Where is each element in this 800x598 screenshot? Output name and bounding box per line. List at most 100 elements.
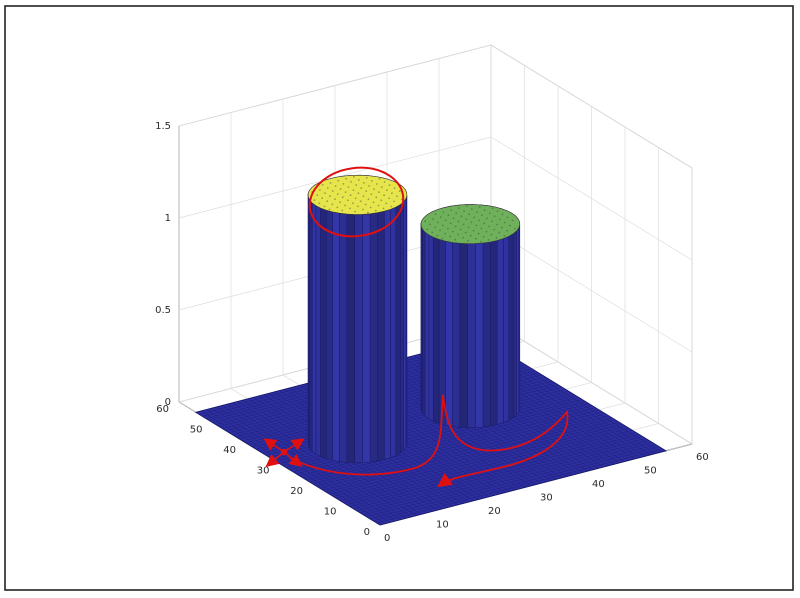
cylinder-peak-2 xyxy=(420,204,521,428)
cap-mesh-dot xyxy=(368,185,370,187)
cap-mesh-dot xyxy=(486,217,488,220)
cap-mesh-dot xyxy=(388,184,391,187)
cap-mesh-dot xyxy=(328,208,331,211)
y-tick-label: 30 xyxy=(257,466,270,477)
cap-mesh-dot xyxy=(513,227,516,230)
cap-mesh-dot xyxy=(391,192,393,195)
cap-mesh-dot xyxy=(352,202,354,205)
cylinder-side-strip xyxy=(395,204,401,456)
z-tick-label: 0.5 xyxy=(155,305,171,316)
cylinder-side-strip xyxy=(512,230,517,419)
cap-mesh-dot xyxy=(364,203,367,206)
cap-mesh-dot xyxy=(503,221,506,224)
cap-mesh-dot xyxy=(393,200,395,203)
cap-mesh-dot xyxy=(378,191,380,194)
cap-mesh-dot xyxy=(326,200,329,203)
y-tick-label: 60 xyxy=(156,404,169,415)
cap-mesh-dot xyxy=(437,221,439,224)
cap-mesh-dot xyxy=(344,204,346,207)
x-tick-label: 10 xyxy=(436,520,449,531)
mesh-line xyxy=(216,406,401,520)
annotations xyxy=(263,166,569,488)
cap-mesh-dot xyxy=(354,210,356,213)
cap-mesh-dot xyxy=(360,187,363,190)
cylinder-side-strip xyxy=(311,202,317,455)
cap-mesh-dot xyxy=(362,195,365,198)
cap-mesh-dot xyxy=(321,197,324,200)
grid-line-z xyxy=(178,136,693,261)
cap-mesh-dot xyxy=(363,182,365,184)
peak-circle-annotation xyxy=(308,166,405,238)
cylinder-side-strip xyxy=(346,213,355,464)
y-tick-label: 20 xyxy=(290,486,303,497)
cylinder-side-strip xyxy=(325,209,333,461)
cylinder-side-strip xyxy=(315,205,321,457)
cap-mesh-dot xyxy=(362,208,364,211)
mesh-line xyxy=(319,413,606,489)
cylinder-side-strip xyxy=(354,214,363,464)
cap-mesh-dot xyxy=(426,228,429,231)
cap-mesh-dot xyxy=(365,176,368,179)
z-tick-label: 1.5 xyxy=(155,121,171,132)
cap-mesh-dot xyxy=(488,212,491,215)
cap-mesh-dot xyxy=(491,220,493,223)
mesh-line xyxy=(369,444,656,520)
cap-mesh-dot xyxy=(473,216,475,219)
cap-mesh-dot xyxy=(470,221,473,224)
x-tick-label: 20 xyxy=(488,506,501,517)
cap-mesh-dot xyxy=(444,232,446,235)
cap-mesh-dot xyxy=(313,199,316,202)
cap-mesh-dot xyxy=(383,194,385,197)
cap-mesh-dot xyxy=(329,182,332,184)
cap-mesh-dot xyxy=(447,214,450,217)
surface-plot xyxy=(194,174,668,526)
cylinder-side-strip xyxy=(475,242,484,428)
mesh-line xyxy=(346,430,633,505)
y-tick-label: 40 xyxy=(223,445,236,456)
cap-mesh-dot xyxy=(482,235,485,238)
cap-mesh-dot xyxy=(318,202,321,205)
cap-mesh-dot xyxy=(336,206,339,209)
cap-mesh-dot xyxy=(434,213,437,216)
cap-mesh-dot xyxy=(477,232,480,235)
cap-mesh-dot xyxy=(480,240,482,243)
y-tick-label: 0 xyxy=(364,527,370,538)
cap-mesh-dot xyxy=(470,208,473,211)
mesh-line xyxy=(339,425,626,501)
cylinder-side-strip xyxy=(516,227,520,416)
cylinder-side-strip xyxy=(369,212,378,463)
cap-mesh-dot xyxy=(331,190,334,192)
mesh-line xyxy=(312,409,600,485)
cylinder-side-strip xyxy=(339,212,348,463)
cap-mesh-dot xyxy=(353,175,355,178)
cap-mesh-dot xyxy=(480,227,483,230)
cap-mesh-dot xyxy=(429,223,431,226)
cap-mesh-dot xyxy=(487,238,490,241)
cylinder-side-strip xyxy=(433,236,440,424)
cap-mesh-dot xyxy=(431,218,434,221)
cap-mesh-dot xyxy=(388,197,390,200)
cap-mesh-dot xyxy=(321,184,324,186)
mesh-line xyxy=(309,407,596,483)
cap-mesh-dot xyxy=(336,193,339,196)
cylinder-side-strip xyxy=(362,213,371,464)
y-tick-label: 10 xyxy=(324,507,337,518)
cap-mesh-dot xyxy=(481,214,483,217)
cylinder-side-strip xyxy=(384,209,391,460)
cap-mesh-dot xyxy=(501,213,504,216)
cap-mesh-dot xyxy=(495,236,498,239)
cap-mesh-dot xyxy=(375,183,378,185)
mesh-line xyxy=(195,412,381,526)
cylinder-side-strip xyxy=(482,241,491,428)
z-tick-label: 1 xyxy=(165,213,171,224)
mesh-line xyxy=(323,415,610,491)
cap-mesh-dot xyxy=(457,233,459,236)
cap-mesh-dot xyxy=(436,234,439,237)
cap-mesh-dot xyxy=(441,237,444,240)
cap-mesh-dot xyxy=(508,224,511,227)
cap-mesh-dot xyxy=(393,187,396,190)
cap-mesh-dot xyxy=(352,189,355,192)
cylinder-side-strip xyxy=(445,240,453,427)
cap-mesh-dot xyxy=(490,233,493,236)
